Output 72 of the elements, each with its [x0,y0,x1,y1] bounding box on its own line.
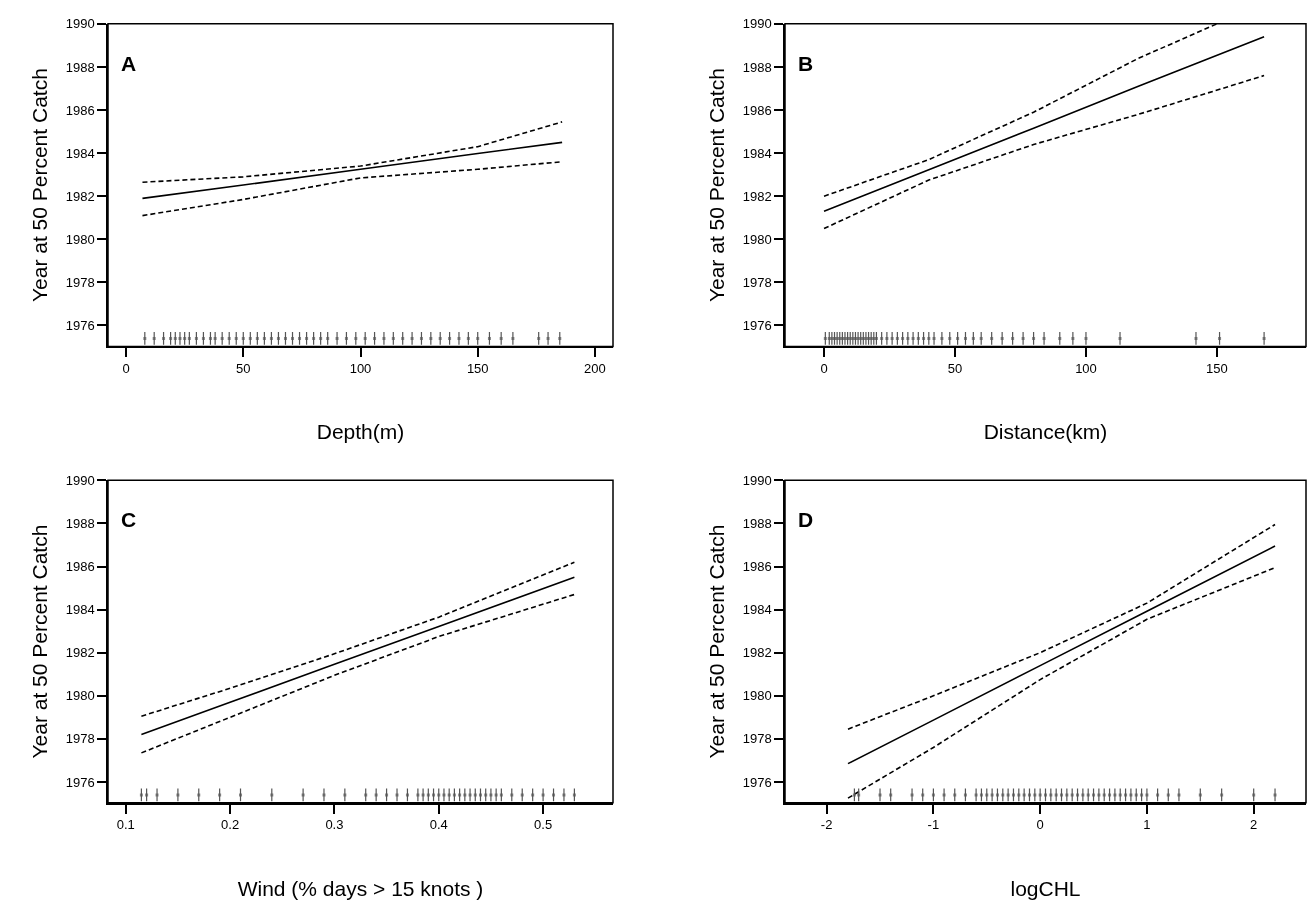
line-series [140,593,576,754]
y-tick-label: 1978 [65,731,95,747]
y-tick-label: 1988 [742,59,772,75]
x-tick-label: -2 [820,817,833,833]
x-tick-label: 150 [1206,360,1228,376]
y-tick-label: 1984 [742,145,772,161]
y-tick-label: 1976 [65,318,95,334]
line-series [140,576,576,736]
y-tick-label: 1988 [65,515,95,531]
y-tick-label: 1988 [742,515,772,531]
x-tick-label: 0.4 [429,817,448,833]
y-tick-label: 1978 [65,274,95,290]
x-axis-title: Wind (% days > 15 knots ) [237,876,484,900]
y-axis-title: Year at 50 Percent Catch [705,68,729,303]
y-tick-label: 1980 [65,688,95,704]
y-tick-label: 1976 [742,774,772,790]
x-tick-label: 50 [947,360,963,376]
x-axis-title: Distance(km) [983,420,1108,444]
x-tick-label: 0 [820,360,828,376]
y-tick-label: 1986 [742,559,772,575]
annotation: A [121,52,137,75]
x-tick-label: 0.1 [116,817,135,833]
annotation: D [798,508,814,531]
x-tick-label: 150 [466,360,489,376]
y-tick-label: 1984 [742,602,772,618]
y-tick-label: 1984 [65,602,95,618]
x-tick-label: 100 [349,360,372,376]
y-tick-label: 1980 [742,231,772,247]
y-tick-label: 1986 [65,102,95,118]
y-axis-title: Year at 50 Percent Catch [705,524,729,759]
x-axis-title: logCHL [1010,876,1081,900]
x-axis-title: Depth(m) [316,420,405,444]
y-tick-label: 1980 [742,688,772,704]
y-tick-label: 1982 [742,188,772,204]
x-tick-label: -1 [927,817,940,833]
x-tick-label: 0.5 [534,817,553,833]
y-tick-label: 1978 [742,274,772,290]
y-tick-label: 1986 [65,559,95,575]
line-series [847,545,1276,765]
y-tick-label: 1976 [65,774,95,790]
x-tick-label: 0 [122,360,130,376]
x-tick-label: 0.2 [221,817,240,833]
y-tick-label: 1990 [742,16,772,32]
line-series [847,566,1276,799]
x-tick-label: 0 [1036,817,1044,833]
y-axis-title: Year at 50 Percent Catch [28,524,52,759]
x-tick-label: 1 [1143,817,1151,833]
y-tick-label: 1986 [742,102,772,118]
line-series [823,74,1265,230]
y-tick-label: 1980 [65,231,95,247]
y-axis-title: Year at 50 Percent Catch [28,68,52,303]
y-tick-label: 1990 [65,472,95,488]
y-tick-label: 1988 [65,59,95,75]
y-tick-label: 1976 [742,318,772,334]
line-series [140,561,576,718]
y-tick-label: 1982 [742,645,772,661]
y-tick-label: 1990 [65,16,95,32]
x-tick-label: 2 [1250,817,1258,833]
y-tick-label: 1978 [742,731,772,747]
x-tick-label: 50 [236,360,251,376]
x-tick-label: 100 [1075,360,1097,376]
y-tick-label: 1982 [65,645,95,661]
annotation: B [798,52,814,75]
y-tick-label: 1990 [742,472,772,488]
y-tick-label: 1982 [65,188,95,204]
y-tick-label: 1984 [65,145,95,161]
annotation: C [121,508,137,531]
x-tick-label: 0.3 [325,817,344,833]
line-series [823,36,1265,213]
x-tick-label: 200 [584,360,606,376]
line-series [847,523,1276,730]
line-series [141,160,563,217]
